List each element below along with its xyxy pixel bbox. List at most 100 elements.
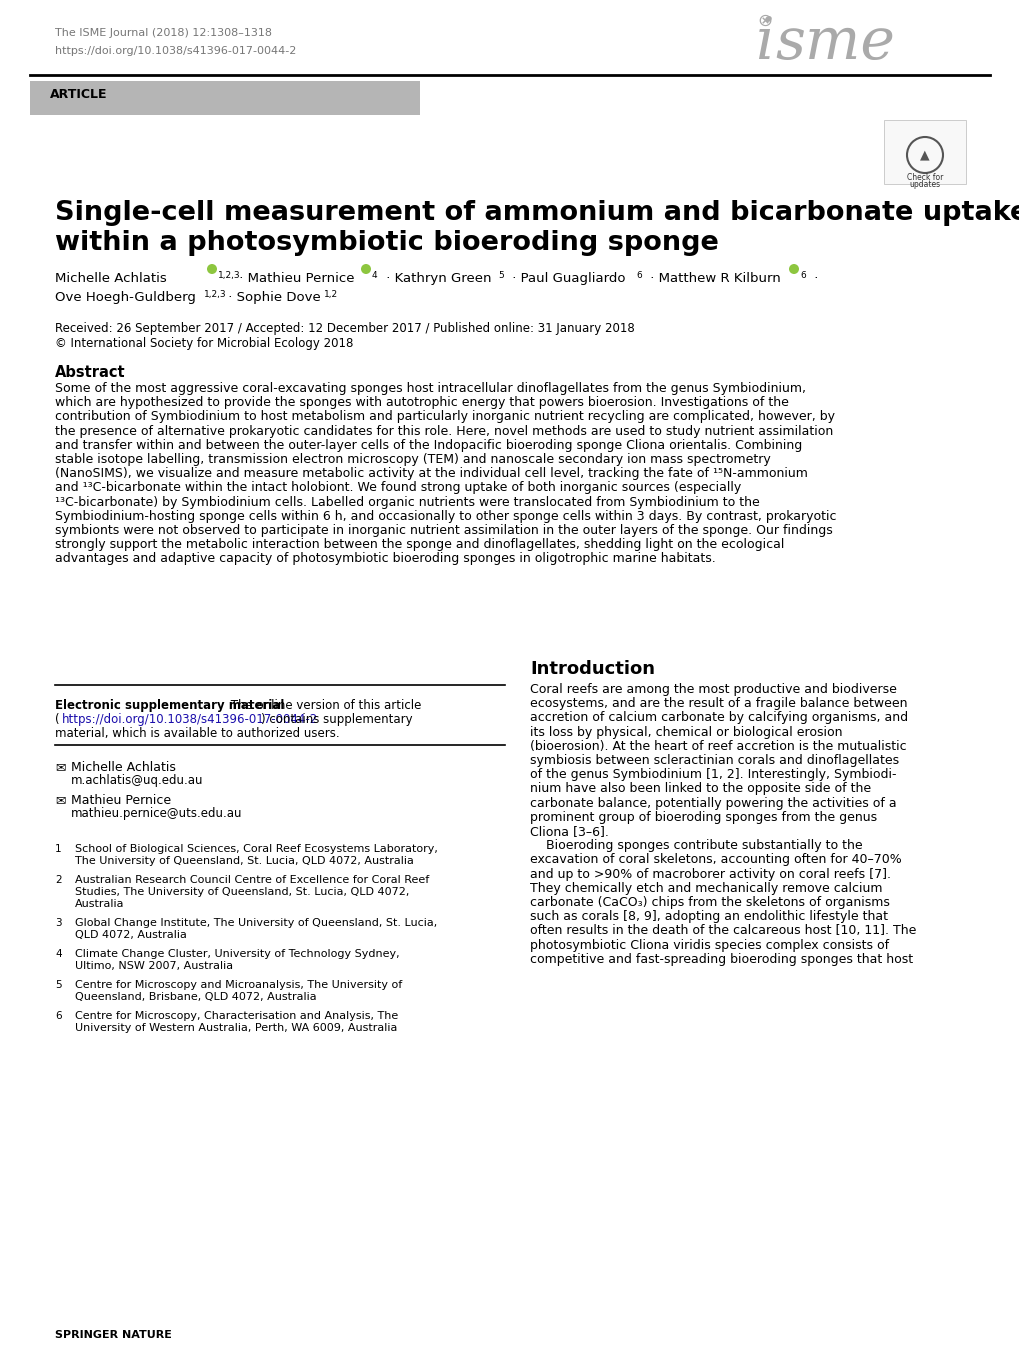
Text: ▲: ▲ — [919, 148, 929, 161]
Text: · Sophie Dove: · Sophie Dove — [224, 291, 320, 304]
Text: carbonate (CaCO₃) chips from the skeletons of organisms: carbonate (CaCO₃) chips from the skeleto… — [530, 896, 889, 909]
Text: Abstract: Abstract — [55, 364, 125, 379]
Text: Introduction: Introduction — [530, 660, 654, 678]
Text: contribution of Symbiodinium to host metabolism and particularly inorganic nutri: contribution of Symbiodinium to host met… — [55, 411, 835, 423]
Text: Michelle Achlatis: Michelle Achlatis — [71, 762, 175, 774]
Text: https://doi.org/10.1038/s41396-017-0044-2: https://doi.org/10.1038/s41396-017-0044-… — [55, 46, 297, 56]
Text: 2: 2 — [55, 875, 61, 885]
Text: The online version of this article: The online version of this article — [226, 699, 421, 711]
Text: Australia: Australia — [75, 898, 124, 909]
Text: Queensland, Brisbane, QLD 4072, Australia: Queensland, Brisbane, QLD 4072, Australi… — [75, 992, 316, 1001]
Text: Studies, The University of Queensland, St. Lucia, QLD 4072,: Studies, The University of Queensland, S… — [75, 888, 409, 897]
Text: within a photosymbiotic bioeroding sponge: within a photosymbiotic bioeroding spong… — [55, 230, 718, 256]
Text: which are hypothesized to provide the sponges with autotrophic energy that power: which are hypothesized to provide the sp… — [55, 396, 788, 409]
Text: QLD 4072, Australia: QLD 4072, Australia — [75, 930, 186, 940]
Text: and up to >90% of macroborer activity on coral reefs [7].: and up to >90% of macroborer activity on… — [530, 867, 891, 881]
Text: · Mathieu Pernice: · Mathieu Pernice — [234, 272, 355, 285]
Text: symbionts were not observed to participate in inorganic nutrient assimilation in: symbionts were not observed to participa… — [55, 524, 832, 537]
Text: ARTICLE: ARTICLE — [50, 88, 107, 102]
Text: 4: 4 — [372, 271, 377, 280]
Text: and transfer within and between the outer-layer cells of the Indopacific bioerod: and transfer within and between the oute… — [55, 439, 802, 451]
Text: (: ( — [55, 713, 59, 726]
Text: Ultimo, NSW 2007, Australia: Ultimo, NSW 2007, Australia — [75, 961, 233, 972]
Text: 3: 3 — [55, 917, 61, 928]
Text: material, which is available to authorized users.: material, which is available to authoriz… — [55, 728, 339, 740]
Text: often results in the death of the calcareous host [10, 11]. The: often results in the death of the calcar… — [530, 924, 915, 938]
Text: Centre for Microscopy and Microanalysis, The University of: Centre for Microscopy and Microanalysis,… — [75, 980, 401, 991]
Text: i: i — [754, 15, 772, 72]
Text: · Paul Guagliardo: · Paul Guagliardo — [507, 272, 625, 285]
Text: Global Change Institute, The University of Queensland, St. Lucia,: Global Change Institute, The University … — [75, 917, 437, 928]
Text: accretion of calcium carbonate by calcifying organisms, and: accretion of calcium carbonate by calcif… — [530, 711, 907, 725]
Text: · Kathryn Green: · Kathryn Green — [382, 272, 491, 285]
Text: Cliona [3–6].: Cliona [3–6]. — [530, 825, 608, 837]
Text: · Matthew R Kilburn: · Matthew R Kilburn — [645, 272, 780, 285]
Text: Climate Change Cluster, University of Technology Sydney,: Climate Change Cluster, University of Te… — [75, 948, 399, 959]
Text: competitive and fast-spreading bioeroding sponges that host: competitive and fast-spreading bioerodin… — [530, 953, 912, 966]
Text: advantages and adaptive capacity of photosymbiotic bioeroding sponges in oligotr: advantages and adaptive capacity of phot… — [55, 553, 715, 565]
Text: © International Society for Microbial Ecology 2018: © International Society for Microbial Ec… — [55, 337, 353, 350]
Text: 6: 6 — [55, 1011, 61, 1022]
Bar — [30, 81, 420, 115]
Text: strongly support the metabolic interaction between the sponge and dinoflagellate: strongly support the metabolic interacti… — [55, 538, 784, 551]
Text: ecosystems, and are the result of a fragile balance between: ecosystems, and are the result of a frag… — [530, 698, 907, 710]
Text: ¹³C-bicarbonate) by Symbiodinium cells. Labelled organic nutrients were transloc: ¹³C-bicarbonate) by Symbiodinium cells. … — [55, 496, 759, 508]
Text: Symbiodinium-hosting sponge cells within 6 h, and occasionally to other sponge c: Symbiodinium-hosting sponge cells within… — [55, 509, 836, 523]
Text: Centre for Microscopy, Characterisation and Analysis, The: Centre for Microscopy, Characterisation … — [75, 1011, 397, 1022]
Text: ⊗: ⊗ — [756, 12, 771, 30]
Text: and ¹³C-bicarbonate within the intact holobiont. We found strong uptake of both : and ¹³C-bicarbonate within the intact ho… — [55, 481, 741, 495]
Text: Mathieu Pernice: Mathieu Pernice — [71, 794, 171, 808]
Text: 4: 4 — [55, 948, 61, 959]
Text: The University of Queensland, St. Lucia, QLD 4072, Australia: The University of Queensland, St. Lucia,… — [75, 856, 414, 866]
Text: 1,2,3: 1,2,3 — [204, 290, 226, 299]
FancyBboxPatch shape — [883, 121, 965, 184]
Text: Some of the most aggressive coral-excavating sponges host intracellular dinoflag: Some of the most aggressive coral-excava… — [55, 382, 805, 396]
Text: Bioeroding sponges contribute substantially to the: Bioeroding sponges contribute substantia… — [530, 839, 862, 852]
Text: 6: 6 — [799, 271, 805, 280]
Text: ✉: ✉ — [55, 794, 65, 808]
Text: ✉: ✉ — [55, 762, 65, 774]
Text: https://doi.org/10.1038/s41396-017-0044-2: https://doi.org/10.1038/s41396-017-0044-… — [62, 713, 318, 726]
Text: 5: 5 — [497, 271, 503, 280]
Text: Michelle Achlatis: Michelle Achlatis — [55, 272, 166, 285]
Text: of the genus Symbiodinium [1, 2]. Interestingly, Symbiodi-: of the genus Symbiodinium [1, 2]. Intere… — [530, 768, 896, 782]
Text: 5: 5 — [55, 980, 61, 991]
Text: Electronic supplementary material: Electronic supplementary material — [55, 699, 284, 711]
Text: sme: sme — [774, 15, 894, 72]
Text: Coral reefs are among the most productive and biodiverse: Coral reefs are among the most productiv… — [530, 683, 896, 696]
Circle shape — [789, 264, 798, 274]
Text: (NanoSIMS), we visualize and measure metabolic activity at the individual cell l: (NanoSIMS), we visualize and measure met… — [55, 467, 807, 480]
Text: the presence of alternative prokaryotic candidates for this role. Here, novel me: the presence of alternative prokaryotic … — [55, 424, 833, 438]
Text: School of Biological Sciences, Coral Reef Ecosystems Laboratory,: School of Biological Sciences, Coral Ree… — [75, 844, 437, 854]
Text: (bioerosion). At the heart of reef accretion is the mutualistic: (bioerosion). At the heart of reef accre… — [530, 740, 906, 753]
Text: They chemically etch and mechanically remove calcium: They chemically etch and mechanically re… — [530, 882, 881, 894]
Text: stable isotope labelling, transmission electron microscopy (TEM) and nanoscale s: stable isotope labelling, transmission e… — [55, 453, 770, 466]
Text: m.achlatis@uq.edu.au: m.achlatis@uq.edu.au — [71, 774, 204, 787]
Text: carbonate balance, potentially powering the activities of a: carbonate balance, potentially powering … — [530, 797, 896, 809]
Text: mathieu.pernice@uts.edu.au: mathieu.pernice@uts.edu.au — [71, 808, 243, 820]
Text: 1,2: 1,2 — [324, 290, 337, 299]
Text: Single-cell measurement of ammonium and bicarbonate uptake: Single-cell measurement of ammonium and … — [55, 201, 1019, 226]
Text: 6: 6 — [636, 271, 641, 280]
Text: The ISME Journal (2018) 12:1308–1318: The ISME Journal (2018) 12:1308–1318 — [55, 28, 272, 38]
Text: SPRINGER NATURE: SPRINGER NATURE — [55, 1331, 172, 1340]
Text: Australian Research Council Centre of Excellence for Coral Reef: Australian Research Council Centre of Ex… — [75, 875, 429, 885]
Text: updates: updates — [909, 180, 940, 188]
Text: symbiosis between scleractinian corals and dinoflagellates: symbiosis between scleractinian corals a… — [530, 753, 898, 767]
Text: ) contains supplementary: ) contains supplementary — [261, 713, 412, 726]
Text: Received: 26 September 2017 / Accepted: 12 December 2017 / Published online: 31 : Received: 26 September 2017 / Accepted: … — [55, 322, 634, 335]
Text: 1: 1 — [55, 844, 61, 854]
Text: 1,2,3: 1,2,3 — [218, 271, 240, 280]
Text: prominent group of bioeroding sponges from the genus: prominent group of bioeroding sponges fr… — [530, 810, 876, 824]
Text: such as corals [8, 9], adopting an endolithic lifestyle that: such as corals [8, 9], adopting an endol… — [530, 911, 888, 923]
Text: excavation of coral skeletons, accounting often for 40–70%: excavation of coral skeletons, accountin… — [530, 854, 901, 866]
Text: ·: · — [809, 272, 817, 285]
Text: photosymbiotic Cliona viridis species complex consists of: photosymbiotic Cliona viridis species co… — [530, 939, 889, 951]
Text: University of Western Australia, Perth, WA 6009, Australia: University of Western Australia, Perth, … — [75, 1023, 397, 1033]
Circle shape — [361, 264, 371, 274]
Text: Check for: Check for — [906, 173, 943, 182]
Text: nium have also been linked to the opposite side of the: nium have also been linked to the opposi… — [530, 782, 870, 795]
Circle shape — [207, 264, 217, 274]
Text: its loss by physical, chemical or biological erosion: its loss by physical, chemical or biolog… — [530, 725, 842, 738]
Text: Ove Hoegh-Guldberg: Ove Hoegh-Guldberg — [55, 291, 196, 304]
